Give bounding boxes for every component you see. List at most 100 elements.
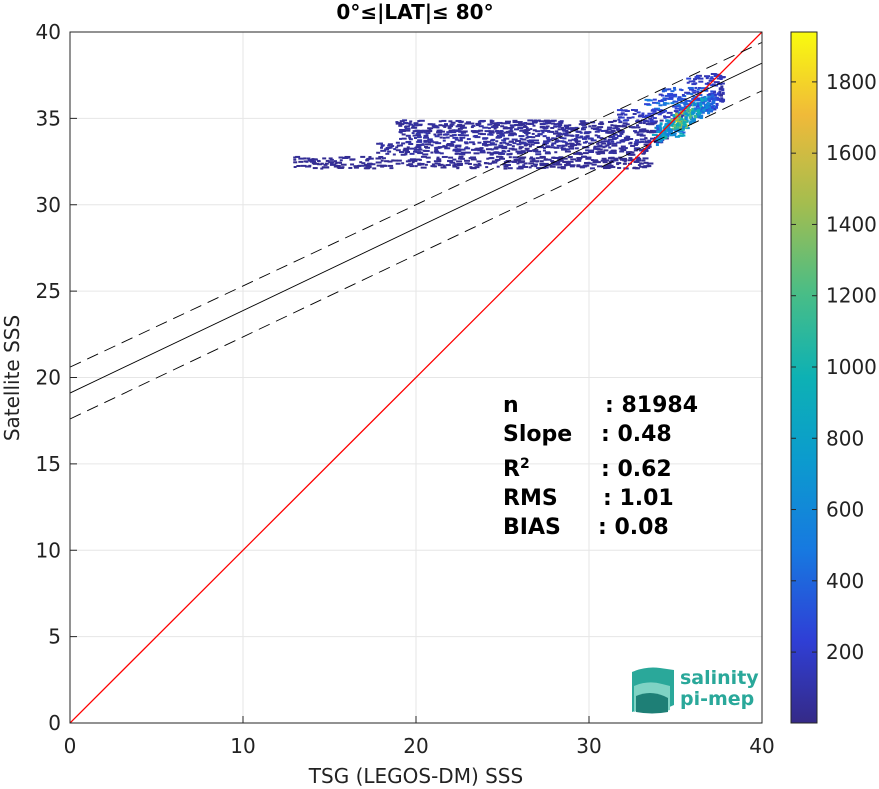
density-cell (612, 127, 616, 130)
density-cell (446, 131, 453, 134)
density-cell (608, 151, 614, 154)
colorbar-tick-label: 1400 (826, 212, 877, 236)
density-cell (458, 130, 464, 133)
density-cell (602, 161, 608, 164)
density-cell (334, 162, 338, 165)
density-cell (452, 158, 457, 161)
density-cell (439, 136, 443, 139)
density-cell (509, 160, 516, 163)
density-cell (424, 163, 428, 166)
density-cell (519, 167, 524, 170)
density-cell (511, 145, 515, 148)
density-cell (683, 103, 687, 106)
density-cell (691, 119, 695, 123)
stat-label: RMS (503, 486, 558, 511)
density-cell (298, 157, 305, 160)
density-cell (464, 159, 471, 162)
density-cell (542, 122, 548, 125)
density-cell (657, 113, 662, 116)
density-cell (458, 155, 464, 158)
density-cell (600, 129, 605, 132)
density-cell (693, 103, 697, 107)
density-cell (595, 127, 599, 130)
density-cell (353, 166, 359, 169)
density-cell (438, 120, 442, 123)
density-cell (594, 134, 598, 137)
density-cell (697, 86, 701, 89)
density-cell (453, 129, 460, 132)
density-cell (705, 89, 709, 92)
density-cell (433, 133, 437, 136)
density-cell (588, 149, 593, 152)
density-cell (645, 130, 650, 133)
density-cell (487, 127, 491, 130)
density-cell (442, 139, 446, 142)
density-cell (473, 152, 480, 155)
density-cell (463, 134, 469, 137)
density-cell (437, 164, 442, 167)
density-cell (678, 109, 684, 112)
density-cell (716, 92, 720, 96)
density-cell (527, 143, 531, 146)
density-cell (395, 149, 401, 152)
density-cell (700, 108, 704, 112)
density-cell (349, 158, 356, 161)
density-cell (694, 86, 698, 89)
density-cell (335, 164, 341, 167)
density-cell (496, 155, 503, 158)
stat-superscript: 2 (520, 456, 530, 472)
density-cell (487, 133, 493, 136)
density-cell (401, 130, 406, 133)
density-cell (482, 126, 489, 129)
density-cell (388, 164, 394, 167)
density-cell (690, 93, 694, 96)
density-cell (696, 104, 700, 107)
density-cell (634, 131, 640, 134)
density-cell (452, 149, 459, 152)
density-cell (664, 88, 668, 91)
density-cell (611, 137, 617, 140)
density-cell (518, 165, 525, 168)
density-cell (401, 142, 406, 145)
density-cell (517, 121, 523, 124)
density-cell (388, 146, 393, 149)
density-cell (501, 150, 505, 153)
density-cell (509, 152, 513, 155)
density-cell (673, 116, 677, 119)
density-cell (463, 141, 468, 144)
density-cell (459, 153, 465, 156)
density-cell (448, 156, 454, 159)
density-cell (657, 138, 661, 142)
density-cell (607, 121, 613, 124)
density-cell (403, 147, 410, 150)
stat-value: : 81984 (605, 393, 698, 418)
density-cell (409, 147, 415, 150)
density-cell (486, 151, 491, 154)
density-cell (503, 126, 508, 129)
density-cell (579, 120, 586, 123)
density-cell (456, 166, 460, 169)
density-cells (293, 73, 726, 170)
density-cell (295, 155, 301, 158)
density-cell (704, 97, 708, 101)
density-cell (575, 135, 579, 138)
density-cell (446, 143, 452, 146)
density-cell (710, 109, 714, 113)
density-cell (495, 136, 501, 139)
density-cell (604, 164, 609, 167)
density-cell (669, 133, 673, 137)
density-cell (406, 146, 410, 149)
density-cell (639, 149, 645, 152)
density-cell (475, 122, 482, 125)
density-cell (710, 90, 714, 93)
density-cell (636, 124, 640, 127)
density-cell (527, 141, 534, 144)
density-cell (502, 141, 506, 144)
density-cell (626, 116, 632, 119)
density-cell (488, 131, 495, 134)
density-cell (670, 102, 675, 105)
density-cell (453, 163, 459, 166)
density-cell (542, 146, 546, 149)
density-cell (395, 162, 401, 165)
density-cell (586, 135, 590, 138)
